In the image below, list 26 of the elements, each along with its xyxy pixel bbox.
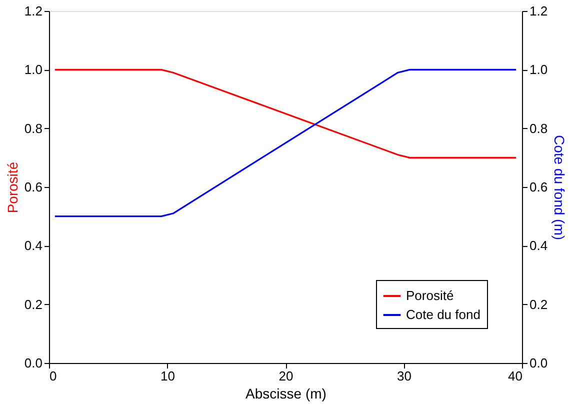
y-tick-label: 1.0 bbox=[24, 62, 42, 78]
y2-tick-label: 0.6 bbox=[530, 180, 548, 194]
x-tick-label: 0 bbox=[50, 368, 57, 384]
legend-label: Porosité bbox=[406, 288, 454, 303]
x-tick-label: 30 bbox=[397, 368, 412, 384]
y2-tick-label: 0.4 bbox=[530, 238, 548, 254]
y-tick-label: 0.2 bbox=[24, 296, 42, 312]
y-tick-label: 0.4 bbox=[24, 238, 42, 254]
y-axis-title: Porosité bbox=[4, 162, 20, 214]
x-axis-title: Abscisse (m) bbox=[246, 386, 326, 402]
line-series bbox=[54, 68, 517, 218]
y-tick-label: 0.8 bbox=[24, 120, 42, 136]
y-tick-label: 1.2 bbox=[24, 4, 42, 18]
y2-tick-label: 1.2 bbox=[530, 4, 548, 18]
y2-tick-label: 0.0 bbox=[530, 356, 548, 370]
x-tick-label: 20 bbox=[278, 368, 294, 384]
y2-tick-label: 0.2 bbox=[530, 296, 548, 312]
y-tick-label: 0.0 bbox=[24, 356, 42, 370]
legend-label: Cote du fond bbox=[406, 307, 480, 322]
y2-tick-label: 1.0 bbox=[530, 62, 548, 78]
line-series bbox=[54, 68, 517, 158]
y2-axis-title: Cote du fond (m) bbox=[552, 134, 568, 240]
x-tick-label: 10 bbox=[160, 368, 175, 384]
y-tick-label: 0.6 bbox=[24, 180, 42, 194]
y2-tick-label: 0.8 bbox=[530, 120, 548, 136]
x-tick-label: 40 bbox=[508, 368, 522, 384]
